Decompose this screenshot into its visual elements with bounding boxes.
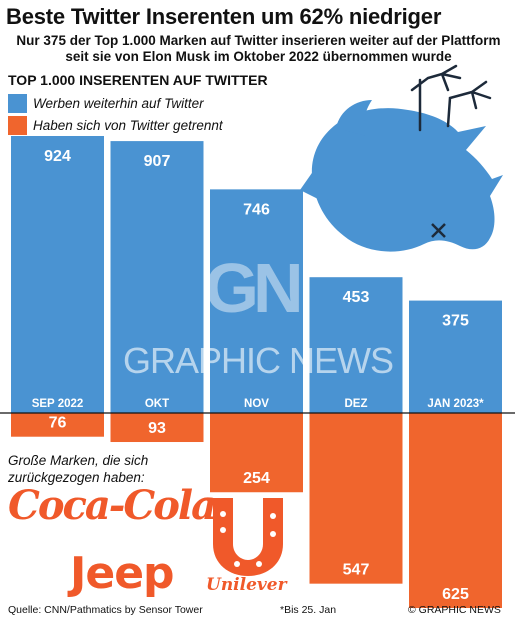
category-label-2: NOV <box>244 398 269 410</box>
value-label-left-4: 625 <box>442 586 469 603</box>
value-label-remaining-0: 924 <box>44 148 71 165</box>
category-label-1: OKT <box>145 398 169 410</box>
watermark-logo: GN <box>204 249 304 327</box>
value-label-remaining-4: 375 <box>442 313 469 330</box>
brands-heading-line-2: zurückgezogen haben: <box>8 470 145 485</box>
legend-swatch-blue <box>8 93 27 113</box>
bar-left-4 <box>409 413 502 608</box>
bar-remaining-3 <box>309 277 403 413</box>
brands-heading-line-1: Große Marken, die sich <box>8 453 149 468</box>
value-label-remaining-2: 746 <box>243 201 270 218</box>
value-label-remaining-1: 907 <box>144 153 171 170</box>
legend-label-left: Haben sich von Twitter getrennt <box>33 117 223 133</box>
bar-left-3 <box>309 413 403 584</box>
upside-down-twitter-bird-icon <box>300 64 503 252</box>
unilever-logo: Unilever <box>206 575 287 595</box>
chart-subtitle: Nur 375 der Top 1.000 Marken auf Twitter… <box>6 33 511 65</box>
bar-remaining-1 <box>110 141 204 413</box>
bar-remaining-4 <box>409 300 502 413</box>
brands-heading: Große Marken, die sich zurückgezogen hab… <box>8 452 198 486</box>
bar-left-2 <box>210 413 303 493</box>
footnote: *Bis 25. Jan <box>280 604 337 616</box>
chart-title: Beste Twitter Inserenten um 62% niedrige… <box>6 4 442 29</box>
category-label-4: JAN 2023* <box>427 398 484 410</box>
category-label-3: DEZ <box>345 398 368 410</box>
coca-cola-logo: Coca-Cola <box>8 482 217 529</box>
watermark-text: GRAPHIC NEWS <box>122 340 394 381</box>
credit: © GRAPHIC NEWS <box>408 604 501 616</box>
unilever-u-icon <box>213 498 283 576</box>
value-label-left-1: 93 <box>148 420 166 437</box>
legend-item-remaining: Werben weiterhin auf Twitter <box>8 93 204 113</box>
category-label-0: SEP 2022 <box>32 398 84 410</box>
value-label-left-0: 76 <box>49 415 67 432</box>
legend-item-left: Haben sich von Twitter getrennt <box>8 115 223 135</box>
bars-layer: 924 SEP 2022 76 907 OKT 93 746 NOV 254 453 DEZ 547 3… <box>11 136 502 608</box>
legend-label-remaining: Werben weiterhin auf Twitter <box>33 95 204 111</box>
source-note: Quelle: CNN/Pathmatics by Sensor Tower <box>8 604 203 616</box>
bar-left-0 <box>11 413 104 437</box>
subtitle-line-2: seit sie von Elon Musk im Oktober 2022 ü… <box>65 49 452 64</box>
section-title: TOP 1.000 INSERENTEN AUF TWITTER <box>8 72 268 88</box>
value-label-remaining-3: 453 <box>343 289 370 306</box>
subtitle-line-1: Nur 375 der Top 1.000 Marken auf Twitter… <box>16 33 501 48</box>
bar-left-1 <box>110 413 204 443</box>
jeep-logo: Jeep <box>70 548 175 599</box>
value-label-left-3: 547 <box>343 562 370 579</box>
legend-swatch-orange <box>8 115 27 135</box>
value-label-left-2: 254 <box>243 470 270 487</box>
bar-remaining-0 <box>11 136 104 413</box>
bar-remaining-2 <box>210 189 303 413</box>
